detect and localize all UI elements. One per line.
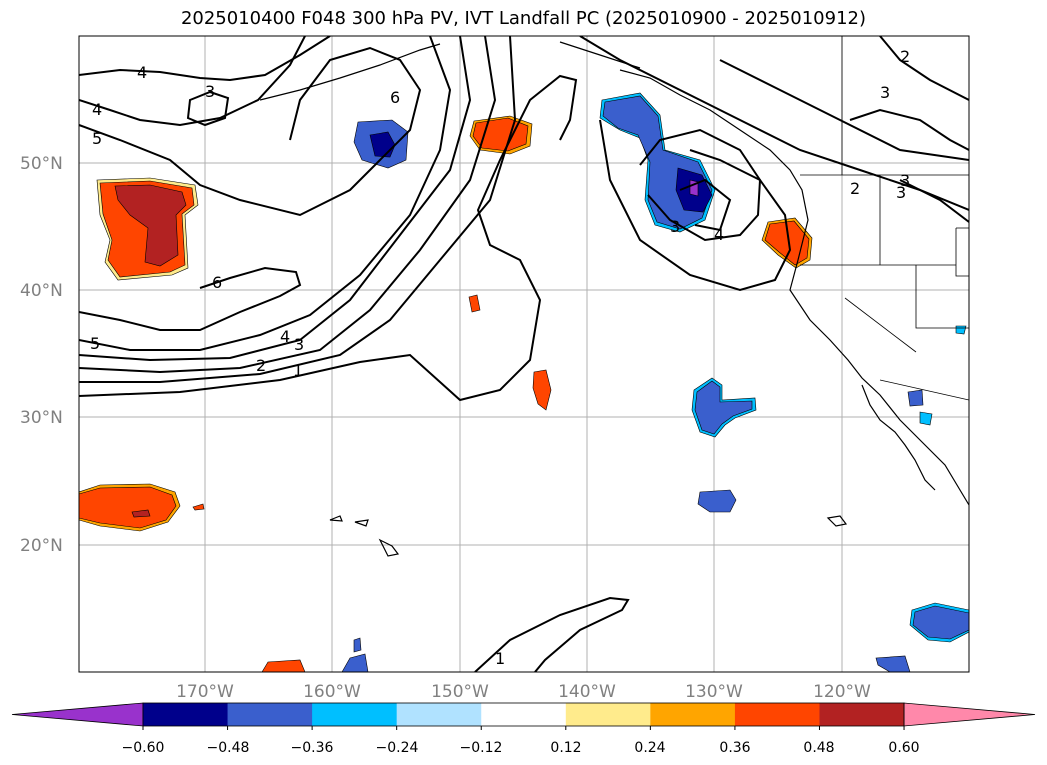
svg-text:20°N: 20°N xyxy=(20,536,63,556)
colorbar-segment xyxy=(143,703,229,726)
pv-anomaly-fills xyxy=(79,92,969,672)
pv-contours xyxy=(79,36,969,672)
svg-text:4: 4 xyxy=(280,327,290,346)
svg-text:3: 3 xyxy=(880,83,890,102)
svg-text:3: 3 xyxy=(900,171,910,190)
svg-text:170°W: 170°W xyxy=(176,682,234,702)
svg-text:4: 4 xyxy=(714,225,724,244)
colorbar-tick: 0.36 xyxy=(719,740,750,756)
svg-text:130°W: 130°W xyxy=(685,682,743,702)
svg-text:2: 2 xyxy=(850,179,860,198)
colorbar-extension-low xyxy=(11,702,144,727)
colorbar-segment xyxy=(227,703,313,726)
colorbar-segment xyxy=(650,703,736,726)
positive-anomaly-small xyxy=(532,369,552,411)
state-borders xyxy=(800,36,969,401)
svg-text:4: 4 xyxy=(92,100,102,119)
colorbar-tick: −0.24 xyxy=(376,740,419,756)
map-title: 2025010400 F048 300 hPa PV, IVT Landfall… xyxy=(180,8,867,29)
colorbar-tick: −0.48 xyxy=(207,740,250,756)
map-frame xyxy=(78,35,970,673)
svg-text:120°W: 120°W xyxy=(813,682,871,702)
svg-text:30°N: 30°N xyxy=(20,408,63,428)
coastlines xyxy=(259,41,969,557)
contour-labels: 4 3 6 4 5 6 5 4 3 2 1 1 2 3 2 3 3 4 3 xyxy=(90,47,910,668)
colorbar-extension-high xyxy=(903,702,1036,727)
svg-text:3: 3 xyxy=(294,335,304,354)
svg-text:150°W: 150°W xyxy=(431,682,489,702)
svg-text:1: 1 xyxy=(495,649,505,668)
colorbar-segment xyxy=(819,703,905,726)
colorbar-segment xyxy=(396,703,482,726)
latitude-labels: 50°N 40°N 30°N 20°N xyxy=(20,154,63,556)
svg-text:6: 6 xyxy=(212,273,222,292)
svg-text:2: 2 xyxy=(900,47,910,66)
colorbar-tick: 0.60 xyxy=(888,740,919,756)
svg-text:50°N: 50°N xyxy=(20,154,63,174)
colorbar-tick: 0.48 xyxy=(803,740,834,756)
svg-text:160°W: 160°W xyxy=(303,682,361,702)
svg-text:6: 6 xyxy=(390,88,400,107)
svg-text:40°N: 40°N xyxy=(20,281,63,301)
colorbar-tick-labels: −0.60 −0.48 −0.36 −0.24 −0.12 0.12 0.24 … xyxy=(122,740,920,756)
colorbar-border xyxy=(142,702,905,727)
colorbar-segment xyxy=(565,703,651,726)
colorbar-tick: 0.12 xyxy=(550,740,581,756)
svg-text:3: 3 xyxy=(896,183,906,202)
colorbar-tick: −0.36 xyxy=(291,740,334,756)
colorbar-segment xyxy=(481,703,567,726)
colorbar-segment xyxy=(734,703,820,726)
colorbar-tick: −0.60 xyxy=(122,740,165,756)
svg-text:5: 5 xyxy=(92,129,102,148)
longitude-labels: 170°W 160°W 150°W 140°W 130°W 120°W xyxy=(176,682,871,702)
colorbar-segment xyxy=(312,703,398,726)
svg-text:5: 5 xyxy=(90,334,100,353)
colorbar-tick: 0.24 xyxy=(634,740,665,756)
svg-text:2: 2 xyxy=(256,356,266,375)
svg-text:3: 3 xyxy=(205,82,215,101)
svg-text:140°W: 140°W xyxy=(558,682,616,702)
svg-text:4: 4 xyxy=(137,63,147,82)
svg-text:1: 1 xyxy=(293,361,303,380)
svg-text:3: 3 xyxy=(670,217,680,236)
colorbar-tick: −0.12 xyxy=(460,740,503,756)
colorbar xyxy=(11,702,1036,730)
